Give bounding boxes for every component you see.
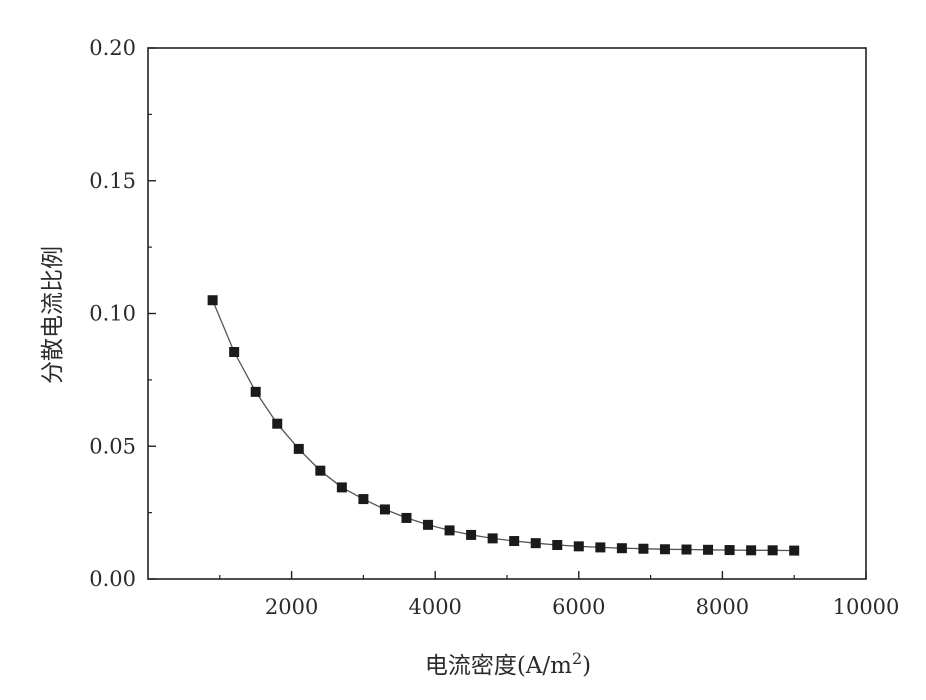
data-point — [272, 419, 282, 429]
x-tick-label: 10000 — [833, 595, 900, 619]
data-point — [358, 494, 368, 504]
data-point — [595, 542, 605, 552]
plot-border — [148, 48, 866, 579]
y-axis-label: 分散电流比例 — [40, 246, 66, 384]
data-point — [531, 538, 541, 548]
data-point — [617, 543, 627, 553]
data-point — [574, 541, 584, 551]
data-point — [552, 540, 562, 550]
data-point — [789, 546, 799, 556]
data-point — [423, 520, 433, 530]
x-tick-label: 4000 — [408, 595, 461, 619]
data-point — [380, 504, 390, 514]
data-point — [466, 530, 476, 540]
y-tick-label: 0.10 — [89, 302, 136, 326]
data-point — [229, 347, 239, 357]
data-point — [294, 444, 304, 454]
data-point — [768, 545, 778, 555]
data-point — [445, 525, 455, 535]
data-point — [509, 536, 519, 546]
data-point — [703, 545, 713, 555]
y-tick-label: 0.05 — [89, 434, 136, 458]
x-axis-label: 电流密度(A/m2) — [425, 649, 591, 679]
series-line — [213, 300, 795, 550]
data-point — [746, 545, 756, 555]
data-point — [660, 544, 670, 554]
data-point — [638, 544, 648, 554]
data-point — [208, 295, 218, 305]
y-tick-label: 0.00 — [89, 567, 136, 591]
x-tick-label: 6000 — [552, 595, 605, 619]
y-axis: 0.00 0.05 0.10 0.15 0.20 — [89, 36, 156, 591]
series-layer — [208, 295, 800, 555]
data-point — [682, 545, 692, 555]
data-point — [725, 545, 735, 555]
data-point — [488, 533, 498, 543]
data-point — [401, 513, 411, 523]
y-tick-label: 0.15 — [89, 169, 136, 193]
plot-frame — [148, 48, 866, 579]
y-tick-label: 0.20 — [89, 36, 136, 60]
data-point — [337, 482, 347, 492]
data-point — [315, 466, 325, 476]
x-tick-label: 2000 — [265, 595, 318, 619]
data-point — [251, 387, 261, 397]
x-tick-label: 8000 — [696, 595, 749, 619]
